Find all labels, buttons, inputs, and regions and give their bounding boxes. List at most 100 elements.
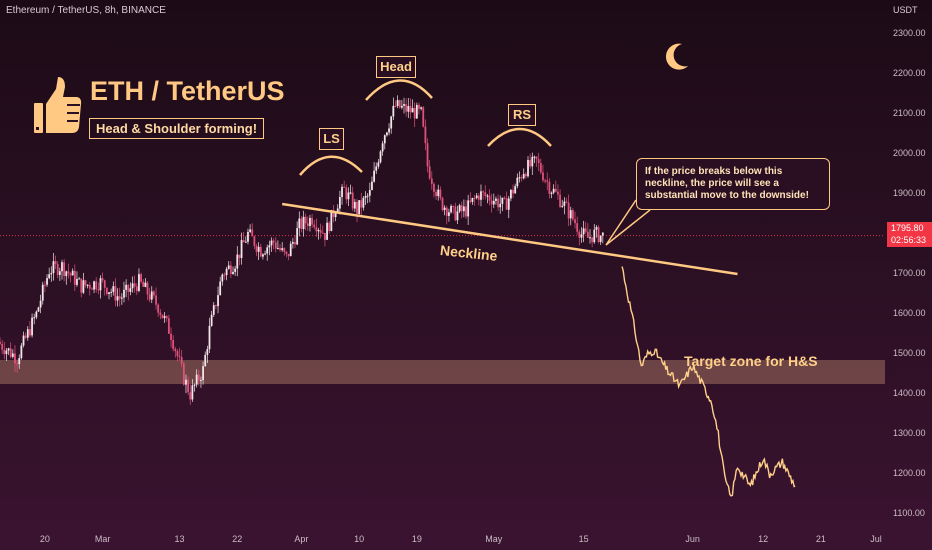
candle bbox=[48, 267, 51, 280]
candle-body bbox=[452, 206, 455, 208]
candle-body bbox=[302, 216, 305, 230]
candle-body bbox=[157, 304, 160, 313]
candle bbox=[584, 221, 587, 234]
candle bbox=[441, 196, 444, 212]
candle bbox=[341, 184, 343, 205]
right-shoulder-arc bbox=[487, 127, 552, 147]
candle-body bbox=[105, 287, 108, 295]
candle-body bbox=[518, 177, 521, 179]
candle-body bbox=[415, 104, 418, 119]
candle bbox=[11, 349, 14, 359]
candle-body bbox=[548, 181, 551, 194]
candle-body bbox=[120, 297, 123, 299]
candle-body bbox=[142, 281, 145, 287]
candle-body bbox=[206, 349, 209, 355]
candle bbox=[52, 253, 55, 281]
candle bbox=[236, 246, 239, 277]
candle bbox=[396, 95, 399, 109]
candle-body bbox=[11, 353, 14, 357]
candle bbox=[424, 119, 427, 151]
candle-body bbox=[232, 271, 234, 274]
candle bbox=[544, 178, 547, 184]
candle-body bbox=[448, 212, 450, 216]
candle bbox=[131, 276, 134, 293]
candle-body bbox=[306, 223, 309, 226]
candle bbox=[537, 152, 540, 172]
x-tick-label: Jun bbox=[685, 534, 700, 544]
candle-body bbox=[221, 274, 224, 282]
candle-body bbox=[514, 186, 517, 194]
candle-body bbox=[362, 197, 365, 208]
candle bbox=[41, 281, 44, 305]
candle bbox=[283, 247, 286, 256]
candle-body bbox=[366, 195, 369, 197]
candle bbox=[33, 313, 36, 325]
candle-body bbox=[368, 189, 371, 196]
candle-body bbox=[31, 317, 33, 336]
candle-body bbox=[578, 231, 581, 238]
candle bbox=[150, 286, 153, 304]
candle bbox=[488, 189, 491, 206]
candle bbox=[379, 149, 382, 164]
candle bbox=[469, 192, 472, 204]
candle bbox=[93, 280, 95, 294]
candle bbox=[289, 240, 292, 257]
candle-body bbox=[9, 348, 12, 357]
candle-body bbox=[187, 379, 190, 393]
candle-body bbox=[557, 191, 559, 195]
candle-body bbox=[63, 262, 66, 277]
candle bbox=[458, 203, 461, 214]
candle-body bbox=[396, 100, 399, 106]
candle bbox=[67, 263, 70, 279]
candle-body bbox=[244, 241, 247, 243]
candle-body bbox=[283, 248, 286, 252]
candle bbox=[353, 198, 356, 212]
candle-body bbox=[351, 192, 354, 209]
y-tick-label: 2000.00 bbox=[893, 148, 926, 158]
candle-body bbox=[505, 198, 508, 210]
candle-body bbox=[208, 325, 211, 350]
candle-body bbox=[411, 108, 414, 113]
candle-body bbox=[375, 166, 378, 171]
candle bbox=[108, 291, 110, 300]
candle-body bbox=[182, 363, 185, 385]
candle bbox=[418, 102, 420, 115]
candle bbox=[492, 193, 495, 209]
candle bbox=[191, 379, 194, 402]
candle bbox=[550, 191, 553, 199]
candle bbox=[99, 275, 102, 299]
candle bbox=[439, 186, 442, 201]
candle-body bbox=[552, 188, 555, 193]
candle-body bbox=[268, 245, 271, 248]
candle bbox=[240, 232, 243, 265]
candle bbox=[61, 259, 63, 280]
candle-body bbox=[450, 206, 452, 213]
candle-body bbox=[601, 232, 604, 236]
candle bbox=[520, 175, 523, 182]
candle-body bbox=[554, 188, 557, 192]
x-tick-label: 10 bbox=[354, 534, 365, 544]
candle bbox=[388, 123, 390, 136]
candle-body bbox=[22, 335, 25, 346]
candle-body bbox=[14, 353, 16, 364]
candle bbox=[531, 152, 534, 176]
candle bbox=[249, 224, 252, 234]
candle bbox=[298, 211, 301, 237]
candle-body bbox=[163, 316, 166, 319]
x-tick-label: May bbox=[485, 534, 503, 544]
x-tick-label: 13 bbox=[174, 534, 185, 544]
candle-body bbox=[185, 379, 187, 385]
candle bbox=[422, 106, 425, 128]
candle bbox=[270, 237, 273, 252]
candle bbox=[144, 278, 147, 288]
candle-body bbox=[390, 116, 393, 129]
candle-body bbox=[223, 274, 226, 276]
candle bbox=[381, 140, 384, 156]
candle-body bbox=[78, 278, 80, 280]
candle bbox=[454, 202, 457, 222]
candle bbox=[426, 138, 429, 173]
candle-body bbox=[18, 358, 21, 365]
candle-body bbox=[559, 194, 561, 207]
